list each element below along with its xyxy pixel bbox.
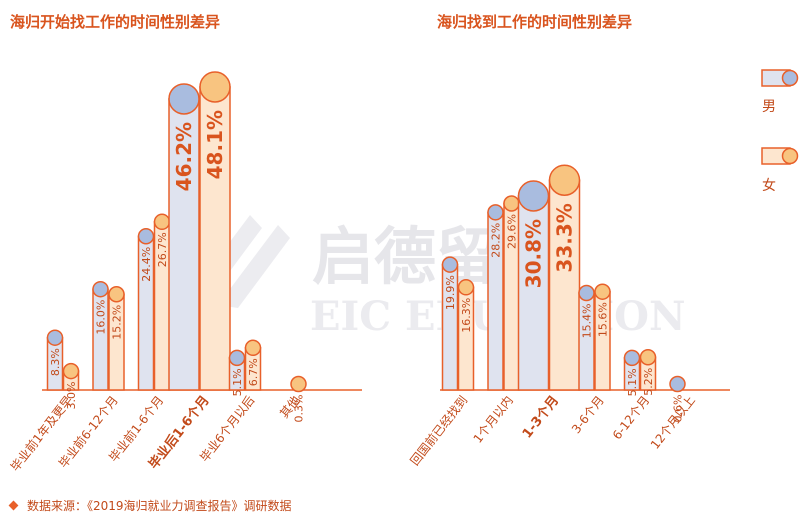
bar-female-1-4 — [639, 348, 657, 391]
bar-male-1-1 — [487, 204, 504, 391]
bar-male-1-0 — [441, 256, 459, 391]
bar-male-1-5 — [669, 375, 686, 393]
value-label-male-0-2: 24.4% — [140, 247, 153, 282]
bar-female-1-1 — [503, 195, 520, 391]
value-label-female-0-3: 48.1% — [203, 110, 227, 179]
value-label-female-0-4: 6.7% — [247, 358, 260, 386]
value-label-female-1-1: 29.6% — [506, 214, 519, 249]
legend-female-swatch — [761, 147, 799, 165]
bar-female-0-4 — [244, 339, 262, 391]
bar-female-1-3 — [594, 283, 611, 391]
diamond-bullet-icon — [8, 500, 19, 511]
source-text: 数据来源：《2019海归就业力调查报告》调研数据 — [27, 498, 292, 513]
value-label-female-0-5: 0.3% — [293, 395, 306, 423]
bar-female-0-5 — [290, 375, 307, 393]
value-label-male-1-3: 15.4% — [581, 303, 594, 338]
legend-male-swatch — [761, 69, 799, 87]
value-label-female-1-3: 15.6% — [597, 302, 610, 337]
value-label-female-1-0: 16.3% — [460, 298, 473, 333]
value-label-female-0-2: 26.7% — [156, 232, 169, 267]
category-label-1-0: 回国前已经找到 — [407, 393, 471, 468]
source-note: 数据来源：《2019海归就业力调查报告》调研数据 — [8, 498, 292, 513]
category-label-1-4: 6-12个月 — [610, 393, 653, 442]
legend-male-label: 男 — [762, 99, 776, 115]
value-label-male-1-0: 19.9% — [444, 275, 457, 310]
bar-male-1-2 — [517, 180, 550, 391]
bar-male-0-0 — [46, 329, 64, 391]
bar-female-1-0 — [457, 279, 475, 391]
value-label-male-1-2: 30.8% — [522, 219, 546, 288]
category-labels: 毕业前1年及更早毕业前6-12个月毕业前1-6个月毕业后1-6个月毕业6个月以后… — [7, 393, 698, 474]
value-label-female-1-4: 5.2% — [642, 368, 655, 396]
chart-title-left: 海归开始找工作的时间性别差异 — [10, 13, 220, 31]
bar-marks — [46, 71, 686, 393]
bar-female-0-2 — [153, 213, 171, 391]
legend-female-label: 女 — [762, 177, 776, 194]
bar-male-0-1 — [92, 280, 109, 391]
value-label-male-1-1: 28.2% — [490, 223, 503, 258]
category-label-1-2: 1-3个月 — [519, 393, 562, 442]
bar-female-1-2 — [548, 164, 581, 391]
value-label-female-0-1: 15.2% — [111, 305, 124, 340]
value-label-female-1-2: 33.3% — [553, 203, 577, 272]
bar-female-0-0 — [62, 362, 80, 391]
bar-male-1-4 — [623, 349, 641, 391]
bar-male-0-4 — [228, 349, 246, 391]
chart-title-right: 海归找到工作的时间性别差异 — [437, 13, 632, 31]
value-label-male-0-4: 5.1% — [231, 368, 244, 396]
legend: 男 女 — [761, 69, 799, 194]
value-label-female-0-0: 3.0% — [65, 382, 78, 410]
value-label-male-0-3: 46.2% — [172, 122, 196, 191]
value-label-male-0-1: 16.0% — [95, 300, 108, 335]
category-label-1-3: 3-6个月 — [569, 393, 607, 436]
value-label-male-1-5: 0.6% — [672, 395, 685, 423]
value-labels: 8.3%3.0% 16.0% 15.2% 24.4% 26.7% 46.2% 48.1% 5.… — [49, 110, 685, 422]
bar-male-0-3 — [168, 83, 200, 391]
bar-female-0-3 — [199, 71, 231, 391]
value-label-male-1-4: 5.1% — [626, 368, 639, 396]
bar-female-0-1 — [108, 285, 125, 391]
bar-male-0-2 — [137, 228, 155, 391]
value-label-male-0-0: 8.3% — [49, 348, 62, 376]
bar-male-1-3 — [578, 284, 595, 391]
category-label-1-1: 1个月以内 — [471, 393, 516, 445]
